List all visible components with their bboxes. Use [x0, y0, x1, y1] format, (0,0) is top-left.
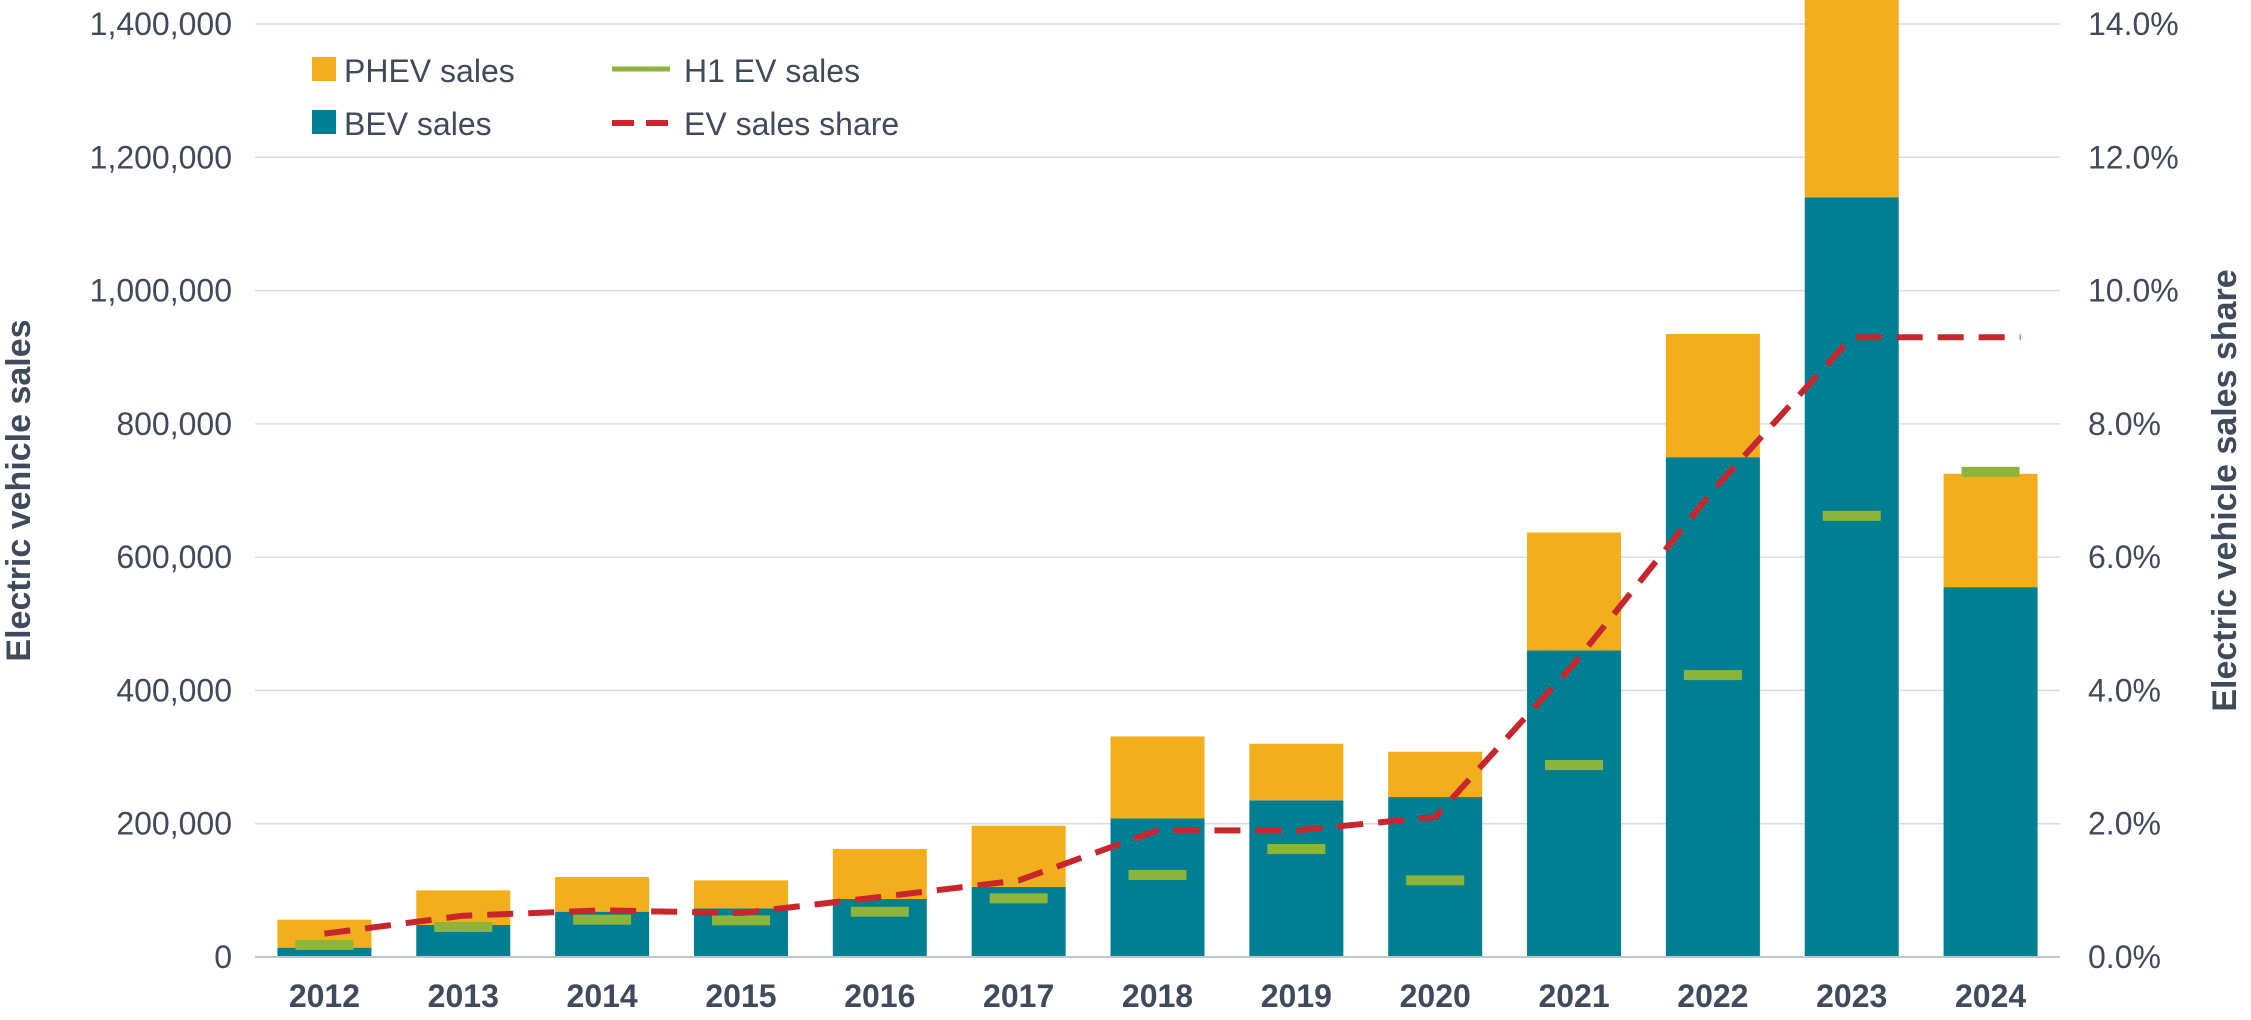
bar-phev-sales [1110, 736, 1205, 819]
y-right-tick-label: 4.0% [2088, 672, 2161, 708]
bar-bev-sales [1943, 587, 2038, 957]
y-right-tick-label: 0.0% [2088, 939, 2161, 975]
ev-sales-share-line [324, 334, 2021, 937]
y-left-tick-label: 0 [214, 939, 232, 975]
x-tick-label: 2023 [1816, 978, 1887, 1014]
x-tick-label: 2021 [1538, 978, 1609, 1014]
bar-phev-sales [555, 877, 650, 912]
h1-ev-sales-marker [1683, 670, 1742, 681]
h1-ev-sales-marker [434, 922, 493, 933]
y-right-tick-label: 14.0% [2088, 6, 2179, 42]
x-tick-label: 2012 [289, 978, 360, 1014]
y-right-tick-label: 6.0% [2088, 539, 2161, 575]
bar-phev-sales [1943, 473, 2038, 588]
y-right-tick-label: 12.0% [2088, 139, 2179, 175]
bar-phev-sales [416, 890, 511, 926]
y-right-axis-title: Electric vehicle sales share [2206, 269, 2244, 711]
h1-ev-sales-marker [295, 940, 354, 951]
gridlines [255, 23, 2060, 958]
x-tick-label: 2017 [983, 978, 1054, 1014]
y-left-tick-label: 800,000 [116, 406, 232, 442]
bar-phev-sales [693, 880, 788, 909]
y-right-tick-label: 10.0% [2088, 273, 2179, 309]
bar-bev-sales [1249, 800, 1344, 957]
bar-phev-sales [1804, 0, 1899, 198]
bars [277, 0, 2038, 957]
legend-label: PHEV sales [344, 53, 515, 89]
legend-swatch [312, 110, 336, 134]
bar-bev-sales [1804, 197, 1899, 957]
axes: 0 200,000 400,000 600,000 800,000 1,000,000 1,… [0, 6, 2244, 1014]
h1-ev-sales-marker [573, 914, 632, 925]
y-left-axis-title: Electric vehicle sales [0, 319, 38, 661]
bar-bev-sales [277, 947, 372, 957]
y-left-tick-label: 400,000 [116, 672, 232, 708]
x-tick-label: 2024 [1955, 978, 2026, 1014]
y-left-tick-label: 1,000,000 [90, 273, 232, 309]
x-tick-label: 2016 [844, 978, 915, 1014]
legend-swatch [312, 57, 336, 81]
h1-ev-sales-marker [1822, 510, 1881, 521]
legend-item: PHEV sales [312, 53, 515, 89]
legend-label: EV sales share [684, 106, 899, 142]
bar-phev-sales [1388, 751, 1483, 798]
legend-label: H1 EV sales [684, 53, 860, 89]
y-left-tick-label: 1,400,000 [90, 6, 232, 42]
bar-phev-sales [1527, 532, 1622, 651]
legend: PHEV sales H1 EV sales BEV sales EV sales s… [312, 53, 899, 142]
legend-label: BEV sales [344, 106, 492, 142]
legend-item: BEV sales [312, 106, 492, 142]
h1-ev-sales-marker [1961, 466, 2020, 477]
h1-ev-sales-marker [711, 915, 770, 926]
bar-phev-sales [971, 825, 1066, 888]
x-tick-label: 2020 [1400, 978, 1471, 1014]
h1-ev-sales-marker [1406, 875, 1465, 886]
x-tick-label: 2014 [567, 978, 638, 1014]
bar-phev-sales [1249, 743, 1344, 801]
x-tick-label: 2013 [428, 978, 499, 1014]
x-tick-label: 2019 [1261, 978, 1332, 1014]
y-left-tick-label: 1,200,000 [90, 139, 232, 175]
bar-bev-sales [1110, 818, 1205, 957]
bar-phev-sales [1665, 333, 1760, 458]
y-left-tick-label: 200,000 [116, 806, 232, 842]
share-line [324, 334, 2021, 937]
h1-ev-sales-marker [989, 893, 1048, 904]
h1-ev-sales-marker [1545, 760, 1604, 771]
h1-ev-sales-marker [1267, 844, 1326, 855]
legend-item: EV sales share [612, 106, 899, 142]
y-right-tick-label: 2.0% [2088, 806, 2161, 842]
x-tick-label: 2015 [705, 978, 776, 1014]
x-tick-label: 2022 [1677, 978, 1748, 1014]
h1-markers [295, 466, 2020, 951]
x-tick-label: 2018 [1122, 978, 1193, 1014]
legend-item: H1 EV sales [612, 53, 860, 89]
h1-ev-sales-marker [1128, 870, 1187, 881]
y-right-tick-label: 8.0% [2088, 406, 2161, 442]
bar-bev-sales [1665, 457, 1760, 957]
y-left-tick-label: 600,000 [116, 539, 232, 575]
h1-ev-sales-marker [850, 906, 909, 917]
